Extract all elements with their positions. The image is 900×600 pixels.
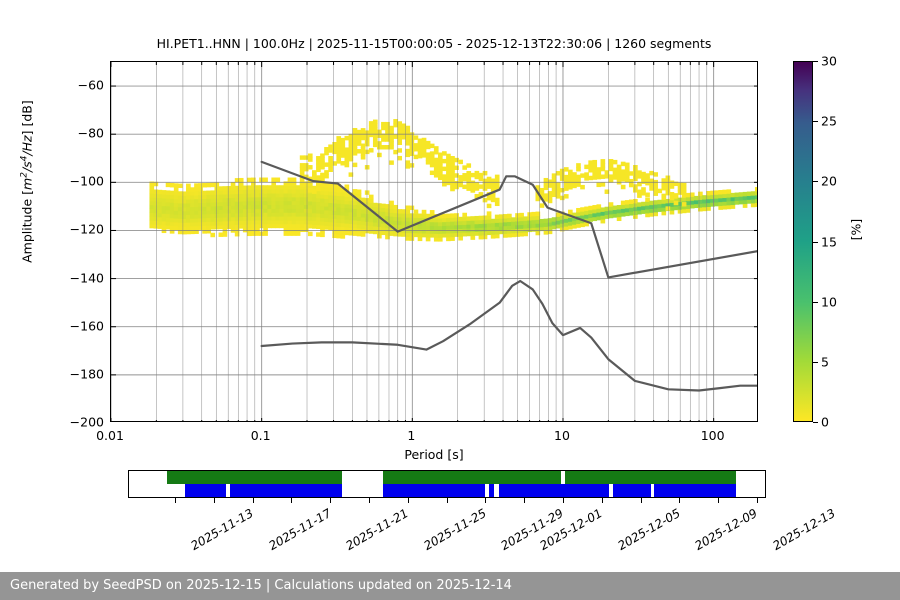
timeline-blue-segment[interactable]	[654, 484, 737, 497]
timeline-date-label: 2025-11-13	[188, 506, 256, 553]
y-axis-tick-labels: −60 −80 −100 −120 −140 −160 −180 −200	[58, 61, 104, 430]
density-cloud	[149, 119, 757, 242]
timeline-tick	[175, 498, 177, 503]
timeline-blue-segment[interactable]	[184, 484, 226, 497]
timeline-tick	[679, 498, 681, 503]
colorbar-tick-label: 15	[821, 234, 837, 249]
timeline-bars[interactable]	[128, 470, 766, 498]
timeline-date-label: 2025-12-05	[615, 506, 683, 553]
timeline-tick	[601, 498, 603, 503]
colorbar-tick	[813, 121, 818, 123]
colorbar-tick	[813, 361, 818, 363]
timeline-blue-segment[interactable]	[383, 484, 486, 497]
y-axis-tick-label: −200	[69, 414, 104, 430]
x-axis-label: Period [s]	[404, 447, 464, 462]
timeline-blue-segment[interactable]	[230, 484, 343, 497]
plot-area[interactable]	[110, 61, 758, 422]
y-axis-label-slash-s: /s	[19, 161, 35, 173]
x-axis-tick-label: 0.1	[250, 428, 271, 443]
timeline-blue-segment[interactable]	[612, 484, 651, 497]
colorbar-gradient	[793, 61, 813, 422]
y-axis-tick-label: −140	[69, 270, 104, 286]
colorbar-unit-label: [%]	[848, 218, 864, 241]
y-axis-label: Amplitude [m2/s4/Hz] [dB]	[19, 17, 34, 347]
timeline-tick	[252, 498, 254, 503]
timeline-tick	[563, 498, 565, 503]
colorbar-tick-label: 0	[821, 414, 829, 430]
y-axis-tick-label: −60	[77, 77, 104, 93]
colorbar-tick-label: 25	[821, 113, 837, 129]
colorbar-tick-label: 30	[821, 53, 837, 69]
colorbar-tick	[813, 241, 818, 243]
colorbar-tick	[813, 61, 818, 62]
timeline-date-label: 2025-12-13	[770, 506, 838, 553]
colorbar-tick	[813, 301, 818, 303]
colorbar: 0 5 10 15 20 25 30	[793, 54, 837, 430]
timeline-tick	[407, 498, 409, 503]
y-axis-tick-label: −80	[77, 125, 104, 141]
timeline-tick	[213, 498, 215, 503]
timeline-tick	[757, 498, 758, 503]
timeline-date-label: 2025-11-25	[421, 506, 489, 553]
timeline-tick	[718, 498, 720, 503]
y-axis-tick-label: −180	[69, 366, 104, 382]
nlnm-noise-model-line	[260, 279, 757, 392]
timeline-date-label: 2025-12-09	[692, 506, 761, 553]
timeline-tick	[485, 498, 487, 503]
y-axis-label-m: m	[19, 177, 35, 190]
timeline-date-label: 2025-11-17	[265, 506, 334, 553]
psd-plot-svg	[111, 62, 757, 421]
timeline-tick	[446, 498, 448, 503]
timeline-date-labels: 2025-11-13 2025-11-17 2025-11-21 2025-11-25…	[0, 498, 900, 558]
axis-ticks	[111, 62, 757, 421]
colorbar-tick-label: 5	[821, 354, 829, 370]
y-axis-label-suffix: ] [dB]	[19, 100, 35, 136]
colorbar-tick	[813, 181, 818, 183]
timeline-green-segment[interactable]	[565, 471, 737, 484]
x-axis-tick-label: 1	[407, 428, 416, 443]
timeline-blue-segment[interactable]	[499, 484, 610, 497]
y-axis-label-sup4: 4	[19, 155, 30, 162]
grid-lines	[111, 62, 757, 421]
timeline-green-segment[interactable]	[383, 471, 562, 484]
x-axis-tick-label: 10	[554, 428, 570, 443]
x-axis-tick-labels: 0.01 0.1 1 10 100	[96, 428, 758, 448]
timeline-green-segment[interactable]	[167, 471, 343, 484]
timeline-blue-segment[interactable]	[488, 484, 495, 497]
timeline-tick	[330, 498, 332, 503]
y-axis-tick-label: −100	[69, 173, 104, 189]
y-axis-label-sup2: 2	[19, 172, 30, 178]
timeline-tick	[640, 498, 642, 503]
timeline-date-label: 2025-11-21	[343, 506, 411, 553]
status-bar: Generated by SeedPSD on 2025-12-15 | Cal…	[0, 572, 900, 600]
timeline-tick	[291, 498, 293, 503]
y-axis-label-per-hz: /Hz	[19, 135, 35, 156]
page-title: HI.PET1..HNN | 100.0Hz | 2025-11-15T00:0…	[156, 36, 712, 51]
timeline-ticks	[128, 498, 766, 504]
y-axis-label-prefix: Amplitude [	[19, 189, 35, 263]
colorbar-tick	[813, 422, 818, 423]
y-axis-tick-label: −120	[69, 221, 104, 237]
x-axis-tick-label: 0.01	[96, 428, 124, 443]
y-axis-tick-label: −160	[69, 318, 104, 334]
timeline-tick	[524, 498, 526, 503]
colorbar-tick-label: 10	[821, 294, 837, 310]
colorbar-tick-label: 20	[821, 173, 837, 189]
x-axis-tick-label: 100	[700, 428, 725, 443]
nhnm-noise-model-line	[260, 160, 757, 279]
timeline-tick	[369, 498, 371, 503]
